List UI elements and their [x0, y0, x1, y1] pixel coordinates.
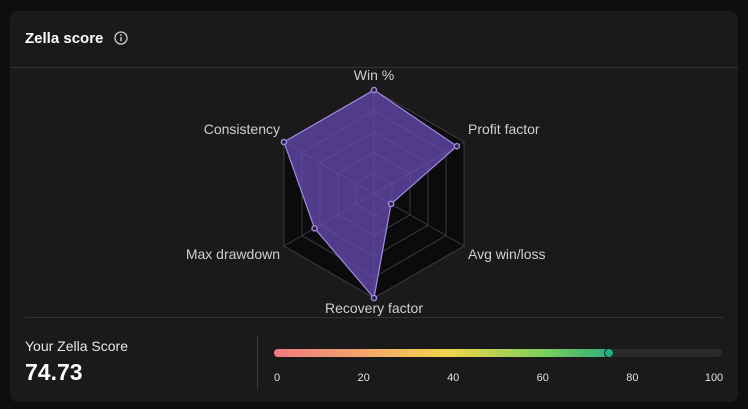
score-bar-marker — [603, 348, 614, 358]
radar-point-win[interactable] — [370, 86, 378, 94]
score-bar-tick: 60 — [536, 372, 549, 384]
radar-chart: Win % Profit factor Avg win/loss Recovery f… — [186, 68, 546, 316]
score-bar-tick: 20 — [357, 372, 370, 384]
zella-score-card: Zella score Win % Profit factor Avg win/lo… — [10, 11, 738, 402]
radar-point-consistency[interactable] — [280, 138, 288, 146]
score-bar-tick: 40 — [447, 372, 460, 384]
score-value: 74.73 — [25, 359, 83, 385]
score-bar: 0 20 40 60 80 100 — [274, 346, 724, 386]
score-bar-tick: 100 — [704, 372, 724, 384]
score-bar-fill — [274, 349, 609, 357]
card-title: Zella score — [25, 30, 104, 47]
radar-axis-label: Max drawdown — [186, 246, 280, 262]
radar-axis-label: Win % — [354, 68, 394, 83]
radar-point-max-drawdown[interactable] — [311, 225, 318, 232]
info-icon[interactable] — [114, 31, 128, 45]
radar-labels: Win % Profit factor Avg win/loss Recovery f… — [186, 68, 546, 316]
score-bar-tick: 80 — [626, 372, 639, 384]
radar-point-avg-win-loss[interactable] — [387, 200, 395, 208]
radar-point-profit-factor[interactable] — [453, 142, 461, 150]
score-label: Your Zella Score — [25, 338, 128, 354]
radar-axis-label: Avg win/loss — [468, 246, 546, 262]
card-header: Zella score — [10, 11, 738, 68]
radar-points — [280, 86, 461, 302]
radar-axis-label: Recovery factor — [325, 300, 423, 316]
vertical-divider — [257, 335, 258, 389]
radar-point-recovery-factor[interactable] — [370, 294, 378, 302]
score-bar-tick: 0 — [273, 372, 281, 384]
radar-axis-label: Profit factor — [468, 121, 540, 137]
section-divider — [25, 317, 723, 318]
radar-axis-label: Consistency — [204, 121, 280, 137]
